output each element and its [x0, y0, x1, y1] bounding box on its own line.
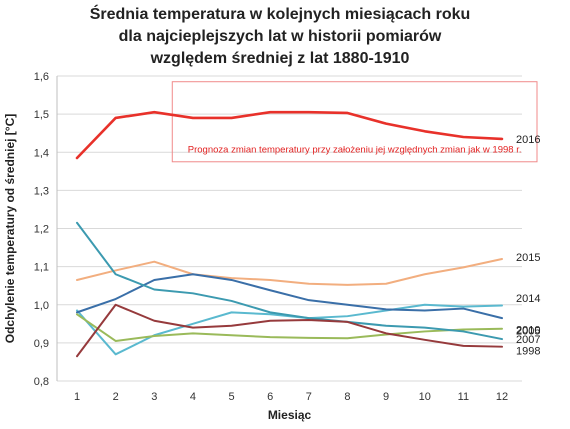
y-tick-label: 1,2: [34, 224, 49, 236]
x-tick-label: 5: [228, 391, 234, 403]
series-line-2016: [75, 110, 504, 160]
x-tick-label: 9: [383, 391, 389, 403]
y-tick-label: 1,6: [34, 71, 49, 83]
series-label-2007: 2007: [516, 334, 540, 346]
y-tick-label: 1,0: [34, 300, 49, 312]
y-tick-label: 0,8: [34, 376, 49, 388]
x-tick-label: 11: [458, 391, 469, 403]
y-axis-ticks: 0,8 0,9 1,0 1,1 1,2 1,3 1,4 1,5 1,6: [34, 71, 49, 388]
series-label-2010: 2010: [516, 325, 540, 337]
chart-title-line-2: dla najcieplejszych lat w historii pomia…: [119, 28, 442, 45]
series-label-2016: 2016: [516, 134, 540, 146]
series-label-1998: 1998: [516, 346, 540, 358]
y-tick-label: 1,5: [34, 109, 49, 121]
chart-title-line-1: Średnia temperatura w kolejnych miesiąca…: [90, 4, 471, 23]
x-tick-label: 6: [267, 391, 273, 403]
series-line-2010: [76, 273, 503, 320]
x-tick-label: 8: [344, 391, 350, 403]
series-label-2014: 2014: [516, 293, 540, 305]
y-tick-label: 1,1: [34, 262, 49, 274]
series-line-2015: [76, 258, 503, 286]
x-tick-label: 3: [151, 391, 157, 403]
series-line-2007: [76, 221, 503, 341]
series-line-2005: [76, 313, 503, 342]
y-tick-label: 1,3: [34, 185, 49, 197]
x-tick-label: 7: [306, 391, 312, 403]
chart-title: Średnia temperatura w kolejnych miesiąca…: [90, 4, 471, 67]
series-label-2005: 2005: [516, 326, 540, 338]
y-tick-label: 0,9: [34, 338, 49, 350]
y-axis-label: Odchylenie temperatury od średniej [°C]: [3, 114, 17, 344]
x-axis-ticks: 1 2 3 4 5 6 7 8 9 10 11 12: [74, 391, 508, 403]
x-tick-label: 2: [113, 391, 119, 403]
x-tick-label: 4: [190, 391, 196, 403]
y-tick-label: 1,4: [34, 147, 49, 159]
series-lines: [75, 110, 504, 358]
forecast-annotation: Prognoza zmian temperatury przy założeni…: [188, 144, 522, 155]
x-axis-label: Miesiąc: [268, 408, 312, 422]
x-tick-label: 1: [74, 391, 80, 403]
series-label-2015: 2015: [516, 252, 540, 264]
series-line-1998: [76, 303, 503, 358]
grid: [56, 75, 522, 382]
x-tick-label: 10: [419, 391, 431, 403]
chart-title-line-3: względem średniej z lat 1880-1910: [150, 50, 410, 67]
x-tick-label: 12: [496, 391, 508, 403]
forecast-box: [171, 81, 538, 163]
